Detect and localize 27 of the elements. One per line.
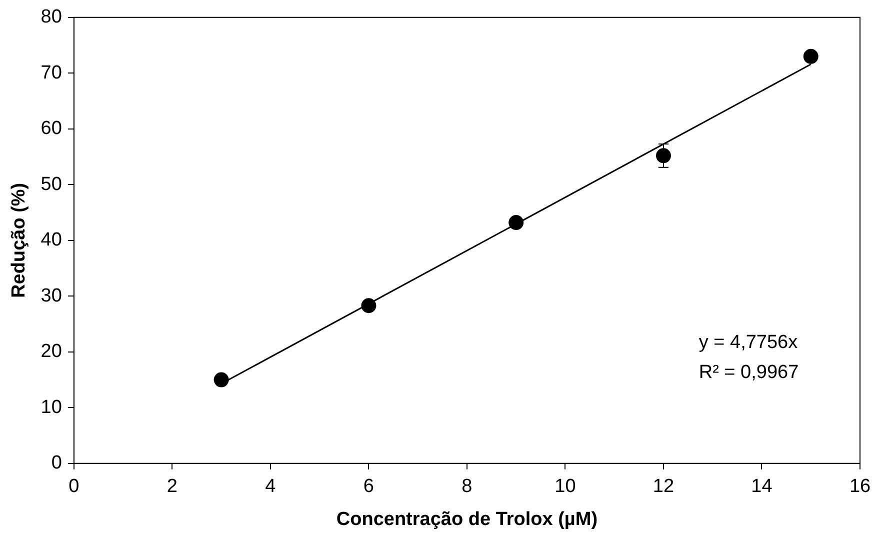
x-tick-label: 12 — [652, 476, 674, 498]
y-tick-label: 20 — [40, 341, 62, 362]
annotation: R² = 0,9967 — [698, 362, 799, 384]
x-tick-label: 8 — [462, 476, 472, 498]
point — [361, 298, 376, 314]
point — [214, 372, 229, 388]
y-tick-label: 30 — [40, 285, 62, 306]
y-tick-label: 10 — [40, 396, 62, 418]
x-tick-label: 2 — [166, 476, 178, 498]
x-tick-label: 6 — [363, 476, 374, 498]
y-tick-label: 50 — [40, 174, 62, 195]
y-tick-label: 70 — [40, 62, 62, 84]
point — [803, 48, 818, 64]
y-tick-label: 0 — [51, 452, 62, 474]
x-axis-title: Concentração de Trolox (µM) — [336, 508, 598, 530]
annotation: y = 4,7756x — [698, 332, 798, 354]
point — [656, 148, 671, 164]
y-axis-title: Redução (%) — [8, 182, 30, 298]
y-tick-label: 40 — [40, 230, 62, 251]
point — [508, 215, 524, 230]
x-tick-label: 0 — [68, 476, 80, 498]
x-tick-label: 4 — [265, 476, 276, 498]
y-tick-label: 80 — [40, 6, 62, 28]
x-tick-label: 16 — [849, 476, 871, 498]
y-tick-label: 60 — [40, 118, 62, 140]
x-tick-label: 14 — [751, 476, 773, 498]
x-tick-label: 10 — [554, 476, 576, 498]
